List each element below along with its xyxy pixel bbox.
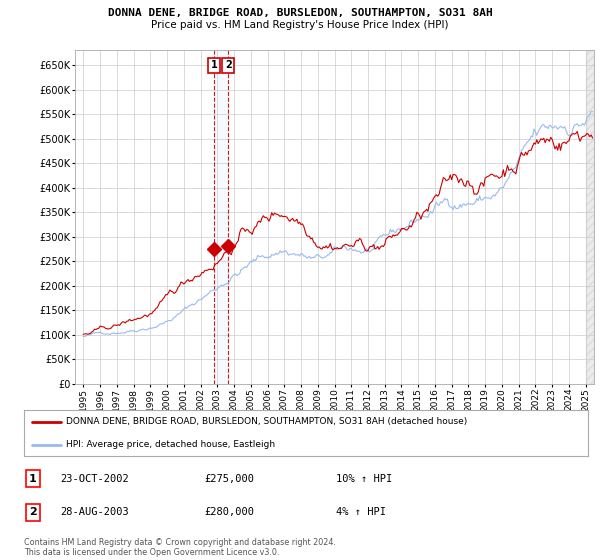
- Text: 4% ↑ HPI: 4% ↑ HPI: [336, 507, 386, 517]
- Text: £280,000: £280,000: [204, 507, 254, 517]
- Text: 23-OCT-2002: 23-OCT-2002: [60, 474, 129, 484]
- Text: 2: 2: [225, 60, 232, 71]
- Text: DONNA DENE, BRIDGE ROAD, BURSLEDON, SOUTHAMPTON, SO31 8AH: DONNA DENE, BRIDGE ROAD, BURSLEDON, SOUT…: [107, 8, 493, 18]
- Bar: [586, 50, 594, 384]
- Text: Price paid vs. HM Land Registry's House Price Index (HPI): Price paid vs. HM Land Registry's House …: [151, 20, 449, 30]
- Text: 10% ↑ HPI: 10% ↑ HPI: [336, 474, 392, 484]
- Text: 1: 1: [211, 60, 217, 71]
- Bar: [214, 50, 228, 384]
- Text: HPI: Average price, detached house, Eastleigh: HPI: Average price, detached house, East…: [66, 440, 275, 450]
- Text: 2: 2: [29, 507, 37, 517]
- Text: £275,000: £275,000: [204, 474, 254, 484]
- Text: DONNA DENE, BRIDGE ROAD, BURSLEDON, SOUTHAMPTON, SO31 8AH (detached house): DONNA DENE, BRIDGE ROAD, BURSLEDON, SOUT…: [66, 417, 467, 427]
- Text: 1: 1: [29, 474, 37, 484]
- Text: 28-AUG-2003: 28-AUG-2003: [60, 507, 129, 517]
- Text: Contains HM Land Registry data © Crown copyright and database right 2024.
This d: Contains HM Land Registry data © Crown c…: [24, 538, 336, 557]
